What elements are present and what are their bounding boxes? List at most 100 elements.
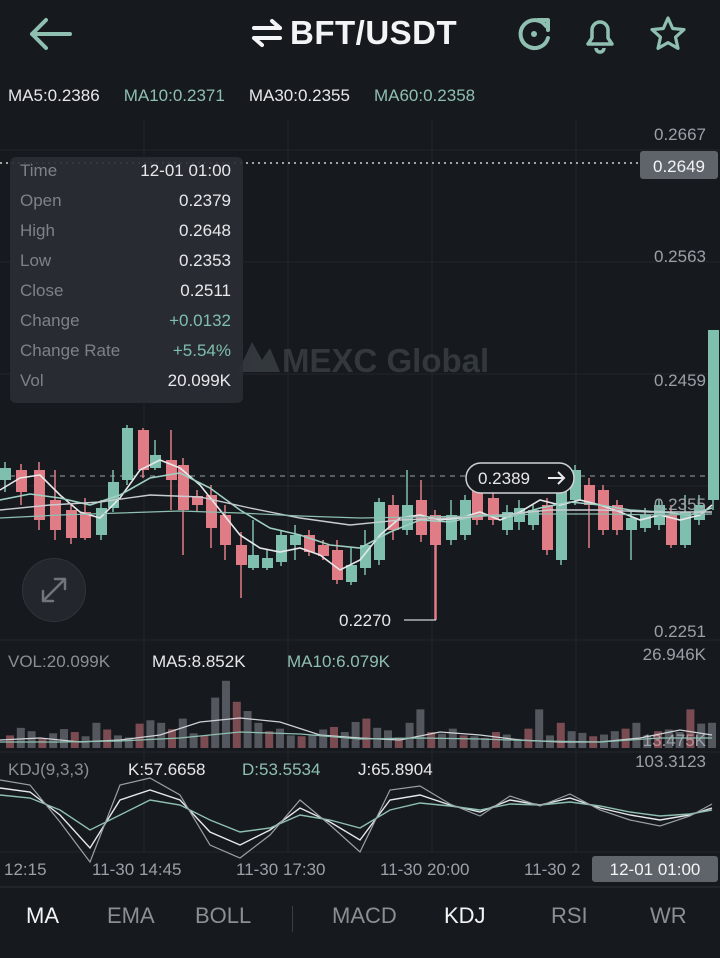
candle — [528, 505, 539, 530]
tooltip-key: Change Rate — [20, 341, 121, 360]
page-title: BFT/USDT — [290, 14, 458, 51]
volume-bar — [351, 721, 360, 748]
volume-bar — [27, 731, 36, 748]
candle — [374, 498, 385, 565]
star-icon — [650, 16, 686, 50]
volume-bar — [664, 729, 673, 748]
current-price-tag[interactable]: 0.2389 — [465, 462, 575, 494]
volume-bar — [556, 722, 565, 748]
ohlc-tooltip: Time 12-01 01:00 Open 0.2379 High 0.2648 Low 0.… — [10, 157, 243, 403]
volume-bar — [524, 728, 533, 748]
tooltip-row: Vol 20.099K — [20, 371, 231, 401]
tab-boll[interactable]: BOLL — [195, 903, 252, 928]
pair-selector[interactable]: BFT/USDT — [250, 10, 457, 56]
refresh-icon — [518, 18, 550, 51]
bell-icon — [586, 20, 614, 54]
volume-bar — [535, 709, 544, 748]
tooltip-value: 0.2511 — [180, 281, 231, 300]
candle — [236, 532, 247, 598]
vol-value: VOL:20.099K — [8, 652, 111, 671]
volume-bar — [686, 709, 695, 748]
tooltip-row: Low 0.2353 — [20, 251, 231, 281]
time-tick: 11-30 2 — [524, 860, 580, 879]
tooltip-row: Change +0.0132 — [20, 311, 231, 341]
volume-bar — [405, 722, 414, 748]
volume-bar — [222, 680, 230, 748]
kdj-j-line — [0, 777, 713, 864]
volume-bar — [675, 732, 684, 748]
time-tick: 11-30 14:45 — [92, 860, 181, 879]
candle — [166, 430, 177, 510]
tab-wr[interactable]: WR — [650, 903, 687, 928]
tab-separator — [292, 906, 293, 932]
back-button[interactable] — [24, 12, 78, 56]
kdj-label: KDJ(9,3,3) — [8, 760, 89, 779]
candle — [332, 540, 343, 584]
time-axis: 12:15 11-30 14:45 11-30 17:30 11-30 20:0… — [4, 860, 580, 879]
candle — [192, 490, 203, 512]
tab-ma[interactable]: MA — [26, 903, 59, 928]
volume-bar — [135, 723, 144, 748]
tooltip-key: Low — [20, 251, 52, 270]
kdj-legend: KDJ(9,3,3) K:57.6658 D:53.5534 J:65.8904… — [8, 752, 706, 779]
fullscreen-button[interactable] — [22, 558, 86, 622]
tab-macd[interactable]: MACD — [332, 903, 397, 928]
tab-ema[interactable]: EMA — [107, 903, 155, 928]
volume-bar — [243, 711, 252, 748]
tooltip-value: 20.099K — [167, 371, 231, 390]
candle — [220, 505, 231, 560]
volume-bar — [319, 729, 328, 748]
candlestick-chart[interactable]: MEXC Global 0.2270 0.2667 0.2563 0.2459 … — [0, 110, 720, 886]
candle — [430, 510, 441, 620]
volume-bar — [513, 738, 522, 748]
volume-bar — [70, 732, 79, 748]
tab-kdj[interactable]: KDJ — [444, 903, 486, 928]
volume-bar — [200, 735, 209, 748]
tooltip-key: Change — [20, 311, 80, 330]
ma10-value: MA10:0.2371 — [123, 86, 225, 105]
divider — [0, 886, 720, 888]
candle — [542, 498, 553, 555]
ma30-line — [0, 494, 712, 526]
volume-bar — [708, 722, 716, 748]
refresh-button[interactable] — [512, 12, 556, 56]
tab-rsi[interactable]: RSI — [551, 903, 588, 928]
volume-bar — [632, 722, 641, 748]
candle — [150, 440, 161, 470]
volume-bar — [362, 718, 371, 748]
kdj-k-line — [0, 787, 713, 850]
volume-bar — [340, 732, 349, 748]
candle — [290, 525, 301, 560]
volume-bar — [330, 727, 338, 748]
volume-bar — [124, 737, 133, 748]
volume-bar — [697, 723, 706, 748]
candle — [416, 480, 427, 542]
volume-bar — [502, 734, 511, 748]
volume-bar — [610, 731, 619, 748]
tooltip-row: Close 0.2511 — [20, 281, 231, 311]
vol-ma10: MA10:6.079K — [287, 652, 391, 671]
volume-bar — [38, 738, 47, 748]
ma-indicator-row: MA5:0.2386 MA10:0.2371 MA30:0.2355 MA60:0.2… — [8, 86, 499, 106]
candle — [16, 464, 27, 505]
tooltip-value: 0.2648 — [179, 221, 231, 240]
candle — [708, 330, 719, 510]
ma30-value: MA30:0.2355 — [248, 86, 350, 105]
price-axis: 0.2667 0.2563 0.2459 0.2355 0.2251 — [654, 125, 706, 641]
kdj-d: D:53.5534 — [242, 760, 320, 779]
candle — [488, 490, 499, 525]
volume-bar — [643, 735, 652, 748]
volume-bar — [438, 733, 446, 748]
tooltip-value: 0.2379 — [179, 191, 231, 210]
tooltip-value: 12-01 01:00 — [140, 161, 231, 180]
crosshair-price-tag — [640, 151, 718, 179]
tooltip-row: Open 0.2379 — [20, 191, 231, 221]
vol-ma10-line — [0, 731, 712, 743]
volume-bar — [578, 732, 587, 748]
tooltip-key: Vol — [20, 371, 44, 390]
tooltip-key: Time — [20, 161, 58, 180]
low-price-marker: 0.2270 — [339, 611, 391, 630]
price-alert-button[interactable] — [578, 12, 622, 56]
volume-bar — [16, 727, 25, 748]
favorite-button[interactable] — [646, 12, 690, 56]
